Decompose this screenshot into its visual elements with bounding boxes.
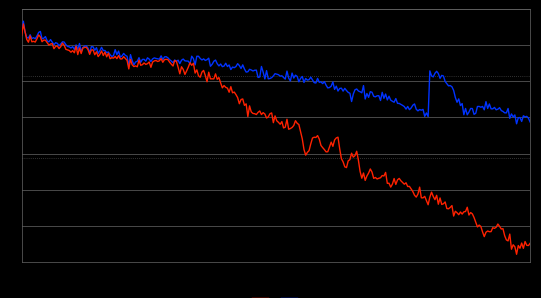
Legend: , : , (249, 290, 303, 298)
